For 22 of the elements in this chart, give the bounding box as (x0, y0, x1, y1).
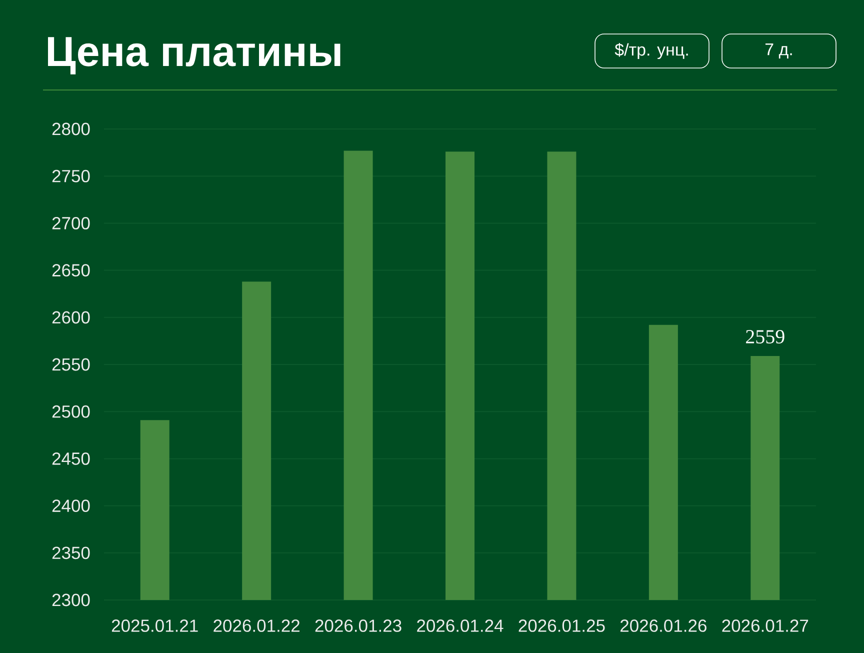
y-tick-label: 2450 (52, 452, 90, 465)
x-tick-label: 2025.01.21 (112, 620, 198, 632)
y-tick-label: 2500 (52, 405, 90, 418)
data-label: 2559 (746, 330, 784, 344)
x-tick-label: 2026.01.25 (518, 620, 605, 632)
y-tick-label: 2700 (52, 217, 90, 230)
y-tick-label: 2750 (52, 170, 90, 182)
x-tick-label: 2026.01.26 (620, 620, 706, 632)
y-tick-label: 2300 (52, 594, 90, 606)
x-tick-label: 2026.01.27 (722, 620, 808, 632)
y-tick-label: 2400 (52, 500, 90, 512)
y-tick-label: 2600 (52, 311, 90, 324)
text: $/тр. унц. (614, 42, 688, 60)
chart-title: Цена платины (48, 37, 340, 74)
x-tick-label: 2026.01.23 (315, 620, 402, 632)
x-tick-label: 2026.01.24 (417, 620, 504, 632)
y-tick-label: 2550 (52, 358, 90, 371)
y-tick-label: 2350 (52, 546, 90, 560)
text: 7 д. (765, 43, 792, 59)
x-tick-label: 2026.01.22 (214, 620, 300, 632)
y-tick-label: 2650 (52, 264, 90, 276)
y-tick-label: 2800 (52, 122, 90, 136)
